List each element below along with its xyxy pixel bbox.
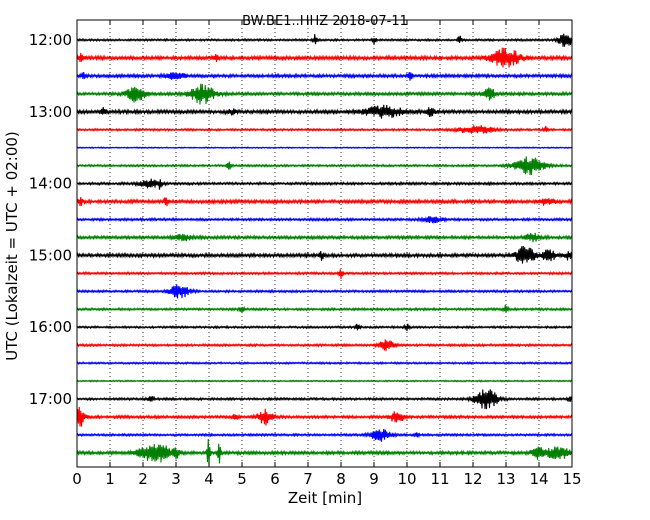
trace-1730 — [76, 429, 573, 442]
x-tick-label: 1 — [105, 470, 115, 488]
trace-1715 — [76, 406, 573, 427]
trace-1215 — [76, 47, 573, 68]
x-tick-label: 13 — [496, 470, 515, 488]
x-tick-label: 10 — [397, 470, 416, 488]
trace-1500 — [76, 246, 573, 264]
trace-1645 — [76, 379, 573, 383]
x-tick-label: 4 — [204, 470, 214, 488]
trace-1530 — [76, 284, 573, 299]
trace-1430 — [76, 216, 573, 224]
trace-1300 — [76, 104, 573, 119]
trace-1700 — [76, 389, 573, 410]
y-tick-label: 14:00 — [29, 175, 72, 193]
grid — [109, 20, 540, 467]
trace-1245 — [76, 83, 573, 105]
x-tick-label: 9 — [369, 470, 379, 488]
trace-1600 — [76, 323, 573, 332]
x-tick-label: 8 — [336, 470, 346, 488]
trace-1630 — [76, 361, 573, 366]
trace-1545 — [76, 304, 573, 314]
x-tick-label: 3 — [171, 470, 181, 488]
x-tick-label: 0 — [72, 470, 82, 488]
x-tick-label: 2 — [138, 470, 148, 488]
x-tick-label: 5 — [237, 470, 247, 488]
trace-1615 — [76, 339, 573, 352]
trace-1330 — [76, 146, 573, 150]
x-tick-label: 11 — [430, 470, 449, 488]
plot-frame — [76, 19, 573, 468]
trace-1400 — [76, 178, 573, 190]
y-tick-label: 16:00 — [29, 318, 72, 336]
trace-1200 — [76, 33, 573, 47]
x-tick-label: 15 — [562, 470, 581, 488]
trace-1345 — [76, 156, 573, 176]
y-tick-label: 15:00 — [29, 246, 72, 264]
trace-1745 — [76, 439, 573, 465]
y-axis-title: UTC (Lokalzeit = UTC + 02:00) — [3, 131, 21, 361]
x-tick-label: 12 — [463, 470, 482, 488]
trace-1315 — [76, 125, 573, 134]
x-axis-title: Zeit [min] — [288, 489, 362, 507]
x-tick-label: 14 — [529, 470, 548, 488]
y-tick-label: 17:00 — [29, 390, 72, 408]
seismic-traces — [76, 33, 573, 465]
y-tick-label: 13:00 — [29, 103, 72, 121]
x-tick-label: 7 — [303, 470, 313, 488]
trace-1515 — [76, 269, 573, 279]
x-tick-label: 6 — [270, 470, 280, 488]
y-tick-label: 12:00 — [29, 31, 72, 49]
trace-1445 — [76, 232, 573, 243]
y-axis-ticks: 12:00 13:00 14:00 15:00 16:00 17:00 — [29, 31, 572, 408]
trace-1230 — [76, 71, 573, 81]
chart-title: BW.BE1..HHZ 2018-07-11 — [242, 14, 408, 29]
trace-1415 — [76, 196, 573, 207]
x-axis-ticks: 0 1 2 3 4 5 6 7 8 9 10 11 12 13 14 15 — [72, 20, 582, 488]
